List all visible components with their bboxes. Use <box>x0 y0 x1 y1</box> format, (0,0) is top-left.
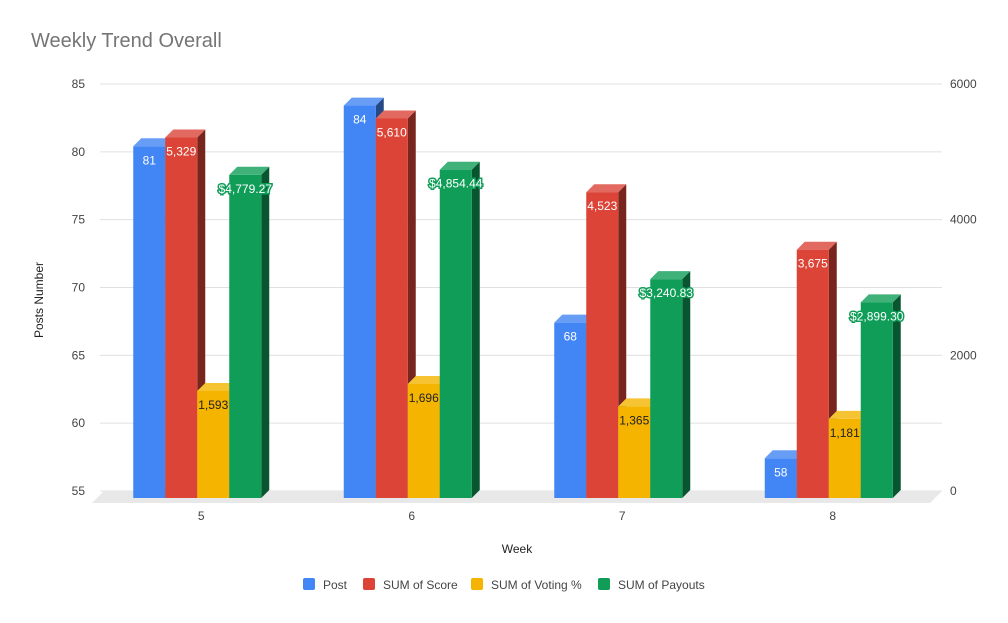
x-axis-tick-label: 6 <box>408 509 415 523</box>
data-label: 5,329 <box>166 145 196 159</box>
data-label: 3,675 <box>798 257 828 271</box>
chart-title: Weekly Trend Overall <box>31 30 222 52</box>
legend-swatch <box>471 578 483 590</box>
legend-item-sum-of-voting-[interactable]: SUM of Voting % <box>471 578 582 592</box>
left-axis-tick-label: 75 <box>72 213 86 227</box>
legend-swatch <box>303 578 315 590</box>
bar-sum-of-payouts-week-6[interactable] <box>439 161 480 498</box>
legend-label: SUM of Payouts <box>618 578 705 592</box>
legend-label: Post <box>323 578 348 592</box>
right-axis-tick-label: 6000 <box>950 77 977 91</box>
data-label: 1,365 <box>619 413 649 427</box>
left-axis-tick-label: 55 <box>72 484 86 498</box>
data-label: $4,779.27 <box>219 182 273 196</box>
bar-sum-of-score-week-8[interactable] <box>796 241 837 498</box>
legend-label: SUM of Score <box>383 578 458 592</box>
left-axis-tick-label: 65 <box>72 348 86 362</box>
data-label: $2,899.30 <box>850 309 904 323</box>
legend-swatch <box>598 578 610 590</box>
data-label: 84 <box>353 113 367 127</box>
legend-item-sum-of-score[interactable]: SUM of Score <box>363 578 458 592</box>
x-axis-tick-label: 8 <box>829 509 836 523</box>
x-axis-tick-label: 7 <box>619 509 626 523</box>
data-label: 81 <box>143 153 157 167</box>
data-label: 1,696 <box>409 391 439 405</box>
y-axis-title: Posts Number <box>32 262 46 338</box>
bar-sum-of-payouts-week-5[interactable] <box>229 166 270 498</box>
data-labels-layer: 81 5,329 1,593 $4,779.27 84 5,610 1,696 $4,854.… <box>143 113 906 480</box>
x-axis-tick-label: 5 <box>198 509 205 523</box>
bar-sum-of-payouts-week-8[interactable] <box>860 294 901 498</box>
left-axis-tick-label: 80 <box>72 145 86 159</box>
chart-floor-plane <box>92 491 942 503</box>
legend-swatch <box>363 578 375 590</box>
left-axis-tick-label: 85 <box>72 77 86 91</box>
x-axis-title: Week <box>502 542 533 556</box>
legend: Post SUM of Score SUM of Voting % SUM of Pa… <box>303 578 705 592</box>
data-label: $3,240.83 <box>640 286 694 300</box>
data-label: 58 <box>774 465 788 479</box>
legend-item-sum-of-payouts[interactable]: SUM of Payouts <box>598 578 705 592</box>
data-label: 1,593 <box>198 398 228 412</box>
right-axis-tick-label: 2000 <box>950 348 977 362</box>
chart-floor <box>92 491 942 503</box>
data-label: 5,610 <box>377 125 407 139</box>
data-label: 68 <box>564 330 578 344</box>
data-label: $4,854.44 <box>429 177 483 191</box>
bar-sum-of-payouts-week-7[interactable] <box>650 271 691 498</box>
data-label: 1,181 <box>830 426 860 440</box>
left-axis-tick-label: 60 <box>72 416 86 430</box>
data-label: 4,523 <box>587 199 617 213</box>
legend-label: SUM of Voting % <box>491 578 582 592</box>
right-axis-tick-label: 0 <box>950 484 957 498</box>
right-axis-tick-label: 4000 <box>950 213 977 227</box>
axis-layer: 85 80 75 70 65 60 55 6000 4000 2000 0 5 6 7 8 <box>72 77 977 523</box>
legend-item-post[interactable]: Post <box>303 578 348 592</box>
left-axis-tick-label: 70 <box>72 281 86 295</box>
bars-layer <box>133 97 901 499</box>
